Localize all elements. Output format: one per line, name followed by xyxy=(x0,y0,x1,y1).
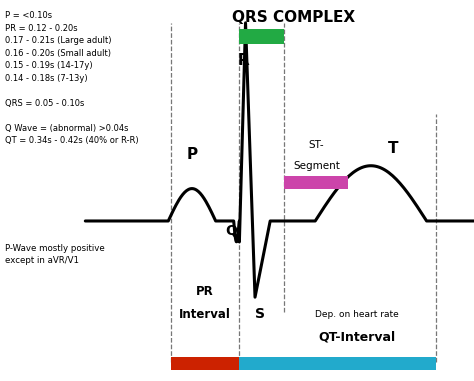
Bar xyxy=(239,29,284,44)
Text: PR: PR xyxy=(196,285,214,298)
Text: Q: Q xyxy=(225,224,237,237)
Text: QT-Interval: QT-Interval xyxy=(318,331,395,344)
Text: R: R xyxy=(237,53,249,69)
Text: QRS COMPLEX: QRS COMPLEX xyxy=(232,10,356,24)
Text: Dep. on heart rate: Dep. on heart rate xyxy=(315,310,399,319)
Bar xyxy=(239,357,436,370)
Text: P: P xyxy=(186,147,198,162)
Text: ST-: ST- xyxy=(309,140,324,150)
Text: Interval: Interval xyxy=(179,308,231,321)
Bar xyxy=(171,357,239,370)
Text: Segment: Segment xyxy=(293,161,340,171)
Bar xyxy=(284,176,348,189)
Text: T: T xyxy=(388,141,399,156)
Text: P-Wave mostly positive
except in aVR/V1: P-Wave mostly positive except in aVR/V1 xyxy=(5,244,104,265)
Text: P = <0.10s
PR = 0.12 - 0.20s
0.17 - 0.21s (Large adult)
0.16 - 0.20s (Small adul: P = <0.10s PR = 0.12 - 0.20s 0.17 - 0.21… xyxy=(5,11,138,146)
Text: S: S xyxy=(255,307,265,321)
